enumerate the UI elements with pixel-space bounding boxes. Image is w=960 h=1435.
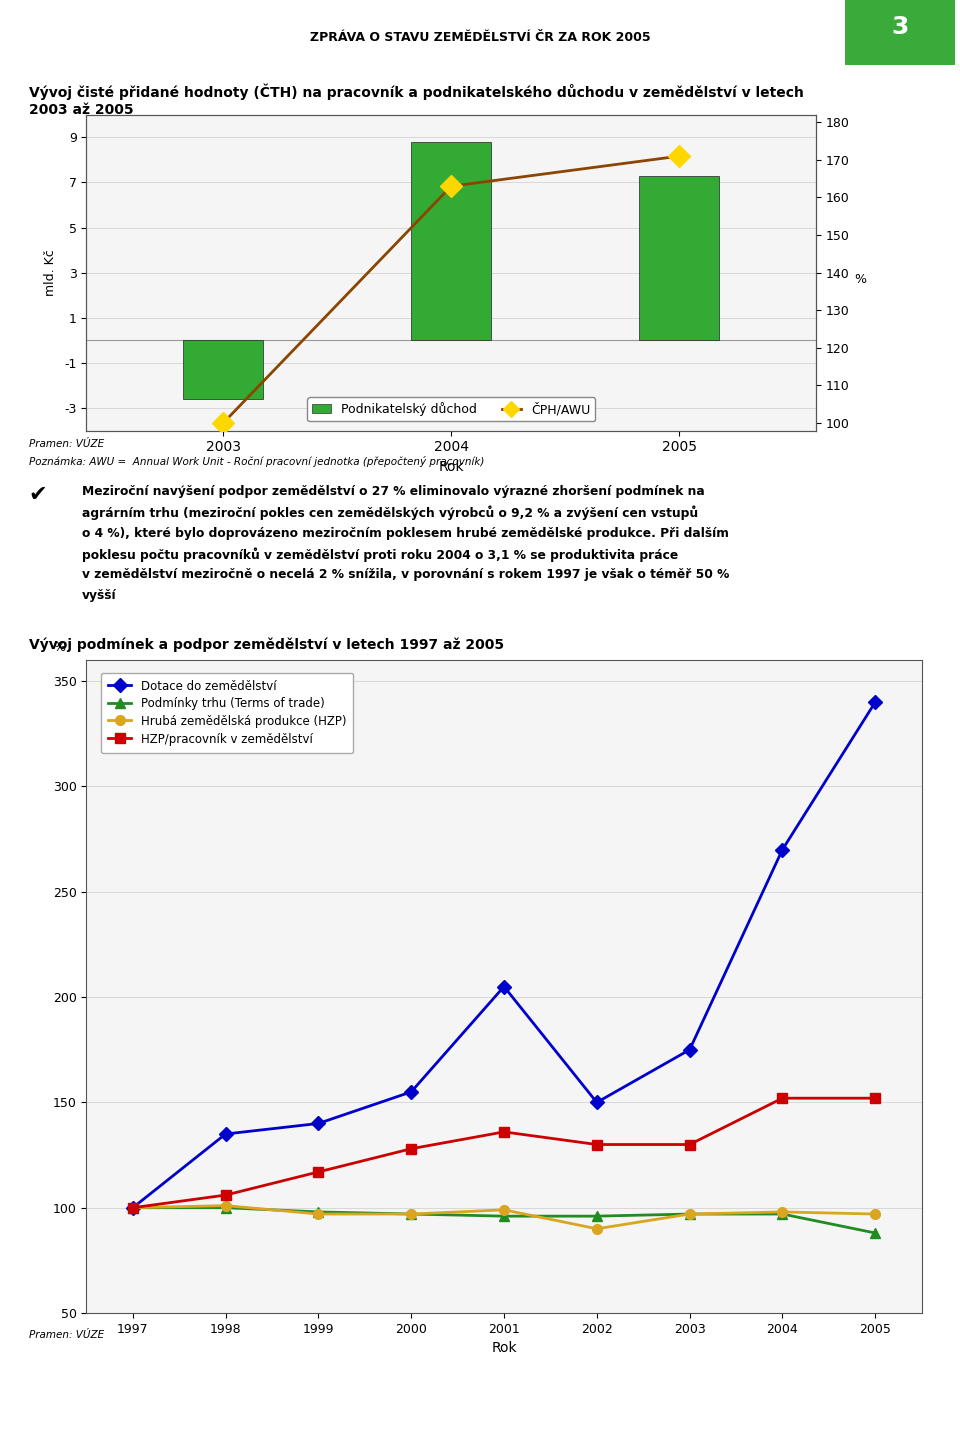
Text: ✔: ✔: [29, 485, 47, 505]
FancyBboxPatch shape: [833, 0, 960, 72]
Text: Vývoj čisté přidané hodnoty (ČTH) na pracovník a podnikatelského důchodu v zeměd: Vývoj čisté přidané hodnoty (ČTH) na pra…: [29, 83, 804, 99]
HZP/pracovník v zemědělství: [684, 1137, 695, 1154]
Bar: [639, 175, 719, 340]
Text: v zemědělství meziročně o necelá 2 % snížila, v porovnání s rokem 1997 je však o: v zemědělství meziročně o necelá 2 % sní…: [82, 568, 729, 581]
Dotace do zemědělství: [220, 1125, 231, 1142]
Podmínky trhu (Terms of trade): [684, 1205, 695, 1223]
Podmínky trhu (Terms of trade): [498, 1207, 510, 1224]
X-axis label: Rok: Rok: [439, 459, 464, 474]
Text: Meziroční navýšení podpor zemědělství o 27 % eliminovalo výrazné zhoršení podmín: Meziroční navýšení podpor zemědělství o …: [82, 485, 705, 498]
HZP/pracovník v zemědělství: [220, 1187, 231, 1204]
HZP/pracovník v zemědělství: [591, 1137, 603, 1154]
Hrubá zemědělská produkce (HZP): [220, 1197, 231, 1214]
Text: ZPRÁVA O STAVU ZEMĚDĚLSTVÍ ČR ZA ROK 2005: ZPRÁVA O STAVU ZEMĚDĚLSTVÍ ČR ZA ROK 200…: [310, 30, 650, 44]
Line: HZP/pracovník v zemědělství: HZP/pracovník v zemědělství: [128, 1093, 880, 1213]
HZP/pracovník v zemědělství: [313, 1164, 324, 1181]
Hrubá zemědělská produkce (HZP): [684, 1205, 695, 1223]
Text: Pramen: VÚZE: Pramen: VÚZE: [29, 439, 104, 449]
Dotace do zemědělství: [313, 1115, 324, 1132]
Dotace do zemědělství: [777, 841, 788, 858]
Bar: [183, 340, 263, 399]
HZP/pracovník v zemědělství: [870, 1089, 881, 1106]
Legend: Dotace do zemědělství, Podmínky trhu (Terms of trade), Hrubá zemědělská produkce: Dotace do zemědělství, Podmínky trhu (Te…: [101, 673, 353, 753]
Bar: [411, 142, 492, 340]
Dotace do zemědělství: [591, 1093, 603, 1111]
Line: Dotace do zemědělství: Dotace do zemědělství: [128, 697, 880, 1213]
Legend: Podnikatelský důchod, ČPH/AWU: Podnikatelský důchod, ČPH/AWU: [307, 397, 595, 420]
Text: 2003 až 2005: 2003 až 2005: [29, 103, 133, 118]
Y-axis label: mld. Kč: mld. Kč: [44, 250, 58, 296]
Text: 3: 3: [891, 14, 909, 39]
Line: Podmínky trhu (Terms of trade): Podmínky trhu (Terms of trade): [128, 1203, 880, 1238]
Hrubá zemědělská produkce (HZP): [870, 1205, 881, 1223]
Hrubá zemědělská produkce (HZP): [405, 1205, 417, 1223]
Hrubá zemědělská produkce (HZP): [313, 1205, 324, 1223]
X-axis label: Rok: Rok: [492, 1342, 516, 1355]
Hrubá zemědělská produkce (HZP): [498, 1201, 510, 1218]
Podmínky trhu (Terms of trade): [127, 1200, 138, 1217]
HZP/pracovník v zemědělství: [405, 1141, 417, 1158]
HZP/pracovník v zemědělství: [498, 1124, 510, 1141]
Podmínky trhu (Terms of trade): [591, 1207, 603, 1224]
Text: %: %: [53, 640, 65, 653]
Podmínky trhu (Terms of trade): [405, 1205, 417, 1223]
Dotace do zemědělství: [684, 1042, 695, 1059]
Podmínky trhu (Terms of trade): [870, 1224, 881, 1241]
HZP/pracovník v zemědělství: [127, 1200, 138, 1217]
Hrubá zemědělská produkce (HZP): [777, 1204, 788, 1221]
Text: Vývoj podmínek a podpor zemědělství v letech 1997 až 2005: Vývoj podmínek a podpor zemědělství v le…: [29, 637, 504, 651]
Podmínky trhu (Terms of trade): [777, 1205, 788, 1223]
Text: Poznámka: AWU =  Annual Work Unit - Roční pracovní jednotka (přepočtený pracovní: Poznámka: AWU = Annual Work Unit - Roční…: [29, 456, 484, 468]
Podmínky trhu (Terms of trade): [313, 1204, 324, 1221]
Dotace do zemědělství: [498, 979, 510, 996]
Dotace do zemědělství: [405, 1083, 417, 1101]
Text: poklesu počtu pracovníků v zemědělství proti roku 2004 o 3,1 % se produktivita p: poklesu počtu pracovníků v zemědělství p…: [82, 547, 678, 563]
Text: Pramen: VÚZE: Pramen: VÚZE: [29, 1330, 104, 1340]
Hrubá zemědělská produkce (HZP): [591, 1220, 603, 1237]
Text: agrárním trhu (meziroční pokles cen zemědělských výrobců o 9,2 % a zvýšení cen v: agrárním trhu (meziroční pokles cen země…: [82, 505, 698, 521]
Dotace do zemědělství: [870, 693, 881, 710]
HZP/pracovník v zemědělství: [777, 1089, 788, 1106]
Dotace do zemědělství: [127, 1200, 138, 1217]
Hrubá zemědělská produkce (HZP): [127, 1200, 138, 1217]
Line: Hrubá zemědělská produkce (HZP): Hrubá zemědělská produkce (HZP): [128, 1201, 880, 1234]
Y-axis label: %: %: [854, 273, 867, 286]
Text: o 4 %), které bylo doprovázeno meziročním poklesem hrubé zemědělské produkce. Př: o 4 %), které bylo doprovázeno meziroční…: [82, 527, 729, 540]
Text: vyšší: vyšší: [82, 588, 116, 603]
Podmínky trhu (Terms of trade): [220, 1200, 231, 1217]
